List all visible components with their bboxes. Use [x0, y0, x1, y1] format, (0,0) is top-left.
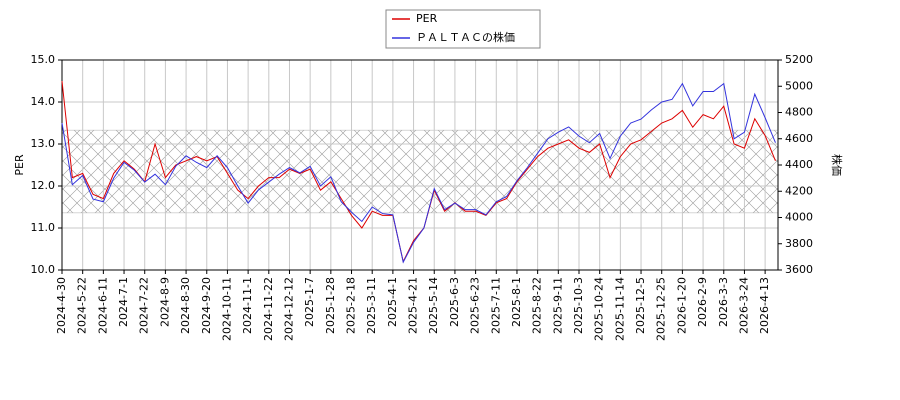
- range-band: [61, 129, 779, 214]
- x-tick-label: 2025-6-23: [469, 277, 482, 334]
- legend-box: [385, 9, 541, 49]
- x-tick-label: 2025-8-22: [531, 277, 544, 334]
- y2-tick-label: 4400: [785, 158, 813, 171]
- y2-axis-label: 株価: [830, 154, 844, 176]
- x-tick-label: 2025-4-21: [407, 277, 420, 334]
- y-tick-label: 12.0: [31, 179, 56, 192]
- x-tick-label: 2024-7-22: [138, 277, 151, 334]
- y2-tick-label: 3800: [785, 237, 813, 250]
- x-tick-label: 2025-8-1: [510, 277, 523, 327]
- x-tick-label: 2025-11-14: [613, 277, 626, 341]
- y-tick-label: 15.0: [31, 53, 56, 66]
- x-tick-label: 2024-11-22: [262, 277, 275, 341]
- x-tick-label: 2024-5-22: [76, 277, 89, 334]
- x-tick-label: 2026-3-24: [737, 277, 750, 334]
- legend-label: PER: [416, 12, 438, 25]
- x-tick-label: 2024-6-11: [96, 277, 109, 334]
- legend-label: ＰＡＬＴＡＣの株価: [416, 30, 515, 44]
- x-tick-label: 2025-2-18: [345, 277, 358, 334]
- x-tick-label: 2026-2-9: [696, 277, 709, 327]
- x-tick-label: 2024-11-1: [241, 277, 254, 334]
- x-tick-label: 2025-6-3: [448, 277, 461, 327]
- x-tick-label: 2026-1-20: [675, 277, 688, 334]
- y-axis-label: PER: [13, 154, 26, 176]
- x-tick-label: 2025-3-11: [365, 277, 378, 334]
- series-line: [61, 82, 776, 264]
- x-tick-label: 2025-5-14: [427, 277, 440, 334]
- x-tick-label: 2025-4-1: [386, 277, 399, 327]
- x-tick-label: 2025-12-25: [655, 277, 668, 341]
- y2-tick-label: 5000: [785, 79, 813, 92]
- y2-tick-label: 4800: [785, 106, 813, 119]
- x-tick-label: 2026-4-13: [758, 277, 771, 334]
- plot-frame: [61, 59, 779, 271]
- x-tick-label: 2026-3-3: [717, 277, 730, 327]
- x-tick-label: 2024-12-12: [282, 277, 295, 341]
- x-tick-label: 2024-4-30: [55, 277, 68, 334]
- y-tick-label: 14.0: [31, 95, 56, 108]
- y-tick-label: 11.0: [31, 221, 56, 234]
- y2-tick-label: 4200: [785, 184, 813, 197]
- y-tick-label: 10.0: [31, 263, 56, 276]
- x-tick-label: 2024-8-30: [179, 277, 192, 334]
- y2-tick-label: 4000: [785, 211, 813, 224]
- y2-tick-label: 4600: [785, 132, 813, 145]
- series-line: [61, 80, 776, 264]
- x-tick-label: 2025-7-11: [489, 277, 502, 334]
- x-tick-label: 2024-9-20: [200, 277, 213, 334]
- x-tick-label: 2024-10-11: [220, 277, 233, 341]
- x-tick-label: 2025-10-3: [572, 277, 585, 334]
- x-tick-label: 2025-10-24: [593, 277, 606, 341]
- x-tick-label: 2024-8-9: [158, 277, 171, 327]
- y-tick-label: 13.0: [31, 137, 56, 150]
- x-tick-label: 2025-1-7: [303, 277, 316, 327]
- x-tick-label: 2025-9-11: [551, 277, 564, 334]
- x-tick-label: 2025-12-5: [634, 277, 647, 334]
- x-tick-label: 2025-1-28: [324, 277, 337, 334]
- x-tick-label: 2024-7-1: [117, 277, 130, 327]
- y2-tick-label: 5200: [785, 53, 813, 66]
- y2-tick-label: 3600: [785, 263, 813, 276]
